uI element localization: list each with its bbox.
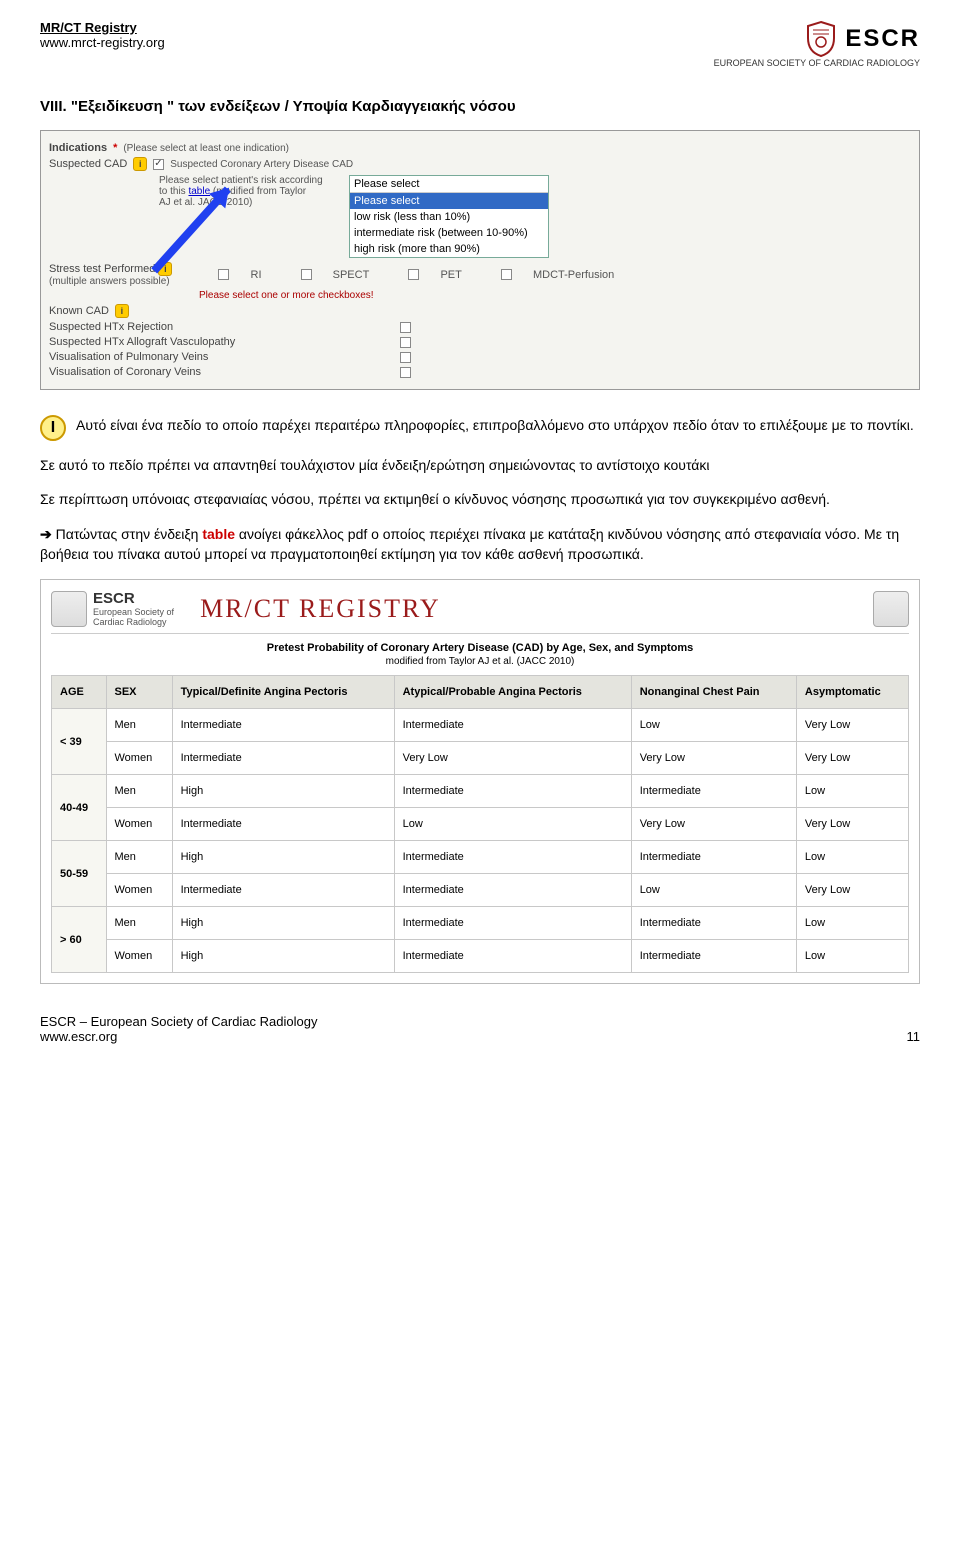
indications-label: Indications xyxy=(49,142,107,154)
footer-url: www.escr.org xyxy=(40,1029,317,1044)
logo-text: ESCR xyxy=(845,25,920,53)
ri-checkbox[interactable] xyxy=(218,269,229,280)
coronary-veins-label: Visualisation of Coronary Veins xyxy=(49,366,201,378)
table-brand-sub2: Cardiac Radiology xyxy=(93,617,174,627)
section-number: VIII. xyxy=(40,98,67,115)
header-title: MR/CT Registry xyxy=(40,20,165,35)
htx-rejection-label: Suspected HTx Rejection xyxy=(49,321,173,333)
dropdown-selected: Please select xyxy=(350,176,548,193)
dropdown-option-low[interactable]: low risk (less than 10%) xyxy=(350,209,548,225)
arrow-bullet-icon: ➔ xyxy=(40,526,52,542)
page-footer: ESCR – European Society of Cardiac Radio… xyxy=(40,1014,920,1044)
dropdown-option-intermediate[interactable]: intermediate risk (between 10-90%) xyxy=(350,225,548,241)
header-url: www.mrct-registry.org xyxy=(40,35,165,50)
mdct-checkbox[interactable] xyxy=(501,269,512,280)
table-brand-sub1: European Society of xyxy=(93,607,174,617)
pulmonary-veins-checkbox[interactable] xyxy=(400,352,411,363)
stress-warning: Please select one or more checkboxes! xyxy=(199,290,911,301)
escr-logo-icon xyxy=(51,591,87,627)
section-heading: VIII. "Εξειδίκευση " των ενδείξεων / Υπο… xyxy=(40,98,920,115)
section-title-text: "Εξειδίκευση " των ενδείξεων / Υποψία Κα… xyxy=(71,98,516,115)
paragraph-3: Σε περίπτωση υπόνοιας στεφανιαίας νόσου,… xyxy=(40,489,920,509)
indications-form-screenshot: Indications* (Please select at least one… xyxy=(40,130,920,390)
known-cad-label: Known CAD xyxy=(49,305,109,317)
suspected-cad-checkbox[interactable] xyxy=(153,159,164,170)
pulmonary-veins-label: Visualisation of Pulmonary Veins xyxy=(49,351,208,363)
risk-text-3: AJ et al. JACC 2010) xyxy=(159,197,329,208)
escr-logo-icon xyxy=(873,591,909,627)
table-brand: ESCR xyxy=(93,590,174,607)
spect-checkbox[interactable] xyxy=(301,269,312,280)
pet-checkbox[interactable] xyxy=(408,269,419,280)
dropdown-option-high[interactable]: high risk (more than 90%) xyxy=(350,241,548,257)
registry-banner: MR/CT REGISTRY xyxy=(200,594,441,624)
probability-table-screenshot: ESCR European Society of Cardiac Radiolo… xyxy=(40,579,920,984)
stress-test-sub: (multiple answers possible) xyxy=(49,276,172,287)
htx-vasculopathy-checkbox[interactable] xyxy=(400,337,411,348)
info-icon[interactable]: i xyxy=(133,157,147,171)
dropdown-option-placeholder[interactable]: Please select xyxy=(350,193,548,209)
indications-hint: (Please select at least one indication) xyxy=(123,143,289,154)
stress-test-label: Stress test Performed xyxy=(49,263,155,275)
htx-rejection-checkbox[interactable] xyxy=(400,322,411,333)
probability-table: AGESEXTypical/Definite Angina PectorisAt… xyxy=(51,675,909,973)
suspected-cad-desc: Suspected Coronary Artery Disease CAD xyxy=(170,159,353,170)
logo-subtitle: EUROPEAN SOCIETY OF CARDIAC RADIOLOGY xyxy=(714,58,920,68)
info-icon[interactable]: i xyxy=(115,304,129,318)
info-badge: I xyxy=(40,415,66,441)
page-header: MR/CT Registry www.mrct-registry.org ESC… xyxy=(40,20,920,68)
table-link[interactable]: table xyxy=(202,526,235,542)
table-title: Pretest Probability of Coronary Artery D… xyxy=(51,642,909,654)
footer-org: ESCR – European Society of Cardiac Radio… xyxy=(40,1014,317,1029)
paragraph-1: Αυτό είναι ένα πεδίο το οποίο παρέχει πε… xyxy=(76,415,914,435)
table-subtitle: modified from Taylor AJ et al. (JACC 201… xyxy=(51,656,909,667)
escr-shield-icon xyxy=(805,20,837,58)
htx-vasculopathy-label: Suspected HTx Allograft Vasculopathy xyxy=(49,336,235,348)
page-number: 11 xyxy=(907,1029,921,1044)
paragraph-4a: Πατώντας στην ένδειξη xyxy=(56,526,199,542)
paragraph-2: Σε αυτό το πεδίο πρέπει να απαντηθεί του… xyxy=(40,455,920,475)
risk-dropdown[interactable]: Please select Please select low risk (le… xyxy=(349,175,549,258)
coronary-veins-checkbox[interactable] xyxy=(400,367,411,378)
risk-text-1: Please select patient's risk according xyxy=(159,175,329,186)
suspected-cad-label: Suspected CAD xyxy=(49,158,127,170)
